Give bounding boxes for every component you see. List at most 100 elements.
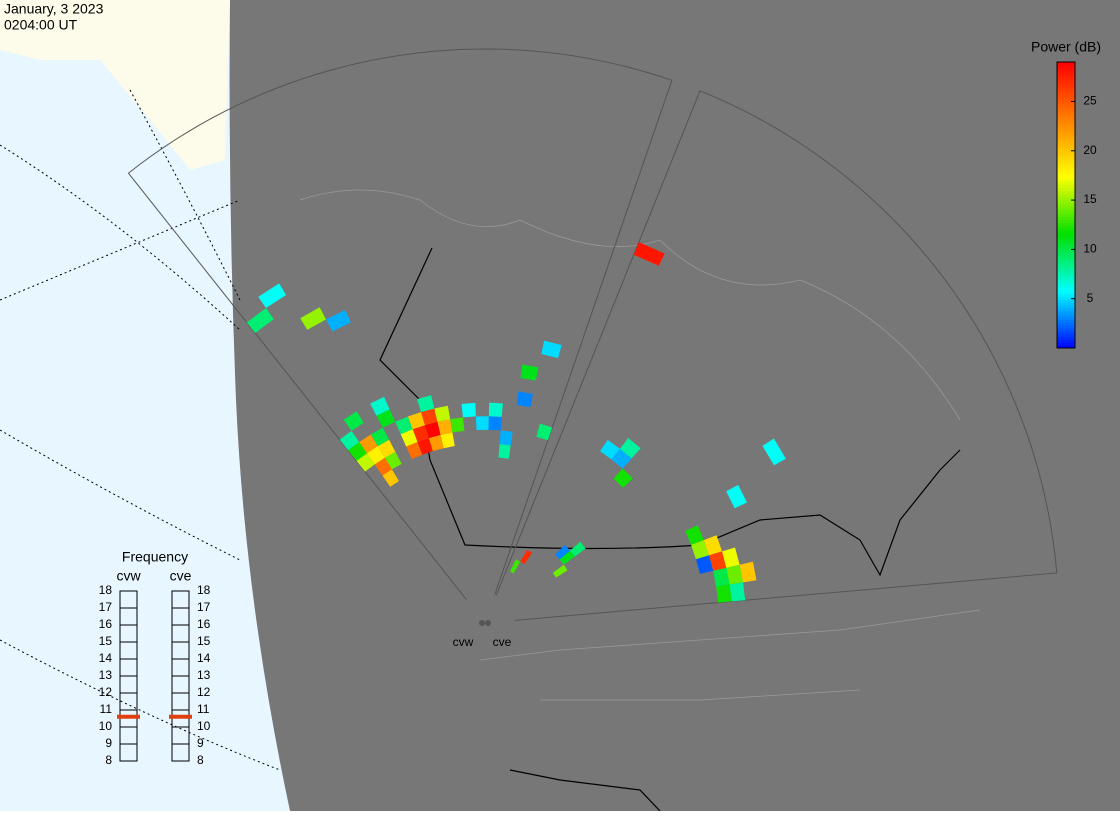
power-cell (722, 547, 740, 568)
colorbar-step (1057, 307, 1075, 312)
power-cell (417, 395, 435, 413)
colorbar-step (1057, 330, 1075, 335)
frequency-tick-label: 15 (197, 634, 211, 648)
colorbar-step (1057, 310, 1075, 315)
power-cell (716, 584, 732, 603)
frequency-tick-label: 14 (99, 651, 113, 665)
colorbar-step (1057, 133, 1075, 137)
power-cell (541, 340, 562, 359)
power-cell (325, 309, 351, 332)
colorbar-step (1057, 336, 1075, 340)
colorbar-step (1057, 159, 1075, 163)
power-cell (461, 402, 476, 418)
colorbar-step (1057, 213, 1075, 217)
colorbar-step (1057, 136, 1075, 140)
power-cell (300, 307, 326, 330)
power-cell (339, 430, 360, 451)
colorbar-step (1057, 164, 1075, 169)
power-cell (555, 544, 570, 560)
power-cell (499, 430, 513, 446)
power-cell (729, 582, 746, 602)
colorbar-step (1057, 187, 1075, 192)
colorbar-step (1057, 227, 1075, 232)
colorbar-step (1057, 76, 1075, 80)
colorbar-step (1057, 302, 1075, 306)
frequency-tick-label: 13 (99, 668, 113, 682)
colorbar-tick-label: 10 (1083, 242, 1097, 256)
colorbar-step (1057, 144, 1075, 149)
power-cell (703, 535, 723, 556)
land (0, 0, 230, 170)
colorbar-step (1057, 265, 1075, 269)
borders (379, 247, 961, 812)
colorbar-step (1057, 113, 1075, 117)
power-cell (726, 484, 748, 509)
colorbar-step (1057, 279, 1075, 283)
colorbar-step (1057, 262, 1075, 266)
colorbar-tick-label: 15 (1083, 192, 1097, 206)
colorbar-step (1057, 245, 1075, 249)
colorbar-step (1057, 325, 1075, 329)
power-cell (691, 540, 709, 560)
colorbar-step (1057, 156, 1075, 160)
colorbar-step (1057, 79, 1075, 83)
colorbar-step (1057, 147, 1075, 152)
colorbar-step (1057, 333, 1075, 338)
colorbar-step (1057, 107, 1075, 112)
power-cell (370, 427, 390, 447)
map-disc (229, 0, 1120, 811)
colorbar-step (1057, 64, 1075, 69)
colorbar-step (1057, 90, 1075, 94)
colorbar-step (1057, 122, 1075, 126)
radar-fans (127, 48, 1058, 621)
power-cell (412, 425, 429, 442)
power-cell (421, 408, 438, 426)
power-cell (400, 429, 418, 447)
colorbar-step (1057, 276, 1075, 280)
power-cell (520, 549, 532, 565)
colorbar-step (1057, 170, 1075, 175)
colorbar-step (1057, 282, 1075, 286)
power-cell (376, 409, 396, 428)
power-cell (488, 416, 502, 431)
colorbar-step (1057, 267, 1075, 272)
colorbar-step (1057, 102, 1075, 106)
colorbar-step (1057, 184, 1075, 189)
colorbar-step (1057, 242, 1075, 246)
colorbar-step (1057, 104, 1075, 109)
colorbar-step (1057, 222, 1075, 226)
colorbar-step (1057, 116, 1075, 120)
power-cell (516, 391, 533, 408)
colorbar-step (1057, 293, 1075, 298)
power-cell (359, 434, 378, 454)
frequency-title: Frequency (122, 549, 188, 565)
colorbar-step (1057, 236, 1075, 240)
colorbar-step (1057, 84, 1075, 89)
frequency-tick-label: 10 (99, 719, 113, 733)
colorbar-frame (1056, 61, 1076, 349)
power-cell (395, 416, 413, 435)
power-cell (343, 411, 364, 431)
colorbar-step (1057, 345, 1075, 349)
colorbar-step (1057, 285, 1075, 289)
frequency-tick-label: 12 (197, 685, 211, 699)
colorbar-step (1057, 319, 1075, 323)
frequency-tick-label: 18 (99, 583, 113, 597)
colorbar-step (1057, 179, 1075, 183)
colorbar-step (1057, 87, 1075, 92)
colorbar-step (1057, 202, 1075, 206)
power-cell (407, 412, 425, 430)
power-cell (559, 550, 575, 565)
frequency-tick-label: 10 (197, 719, 211, 733)
colorbar-step (1057, 225, 1075, 229)
colorbar-step (1057, 273, 1075, 277)
colorbar-step (1057, 150, 1075, 155)
colorbar-step (1057, 173, 1075, 177)
colorbar-step (1057, 190, 1075, 195)
frequency-radar-label: cvw (116, 568, 141, 584)
power-cell (370, 396, 390, 416)
power-cell (713, 567, 730, 587)
frequency-tick-label: 9 (105, 736, 112, 750)
radar-label: cvw (453, 635, 474, 649)
power-cell (633, 242, 665, 266)
